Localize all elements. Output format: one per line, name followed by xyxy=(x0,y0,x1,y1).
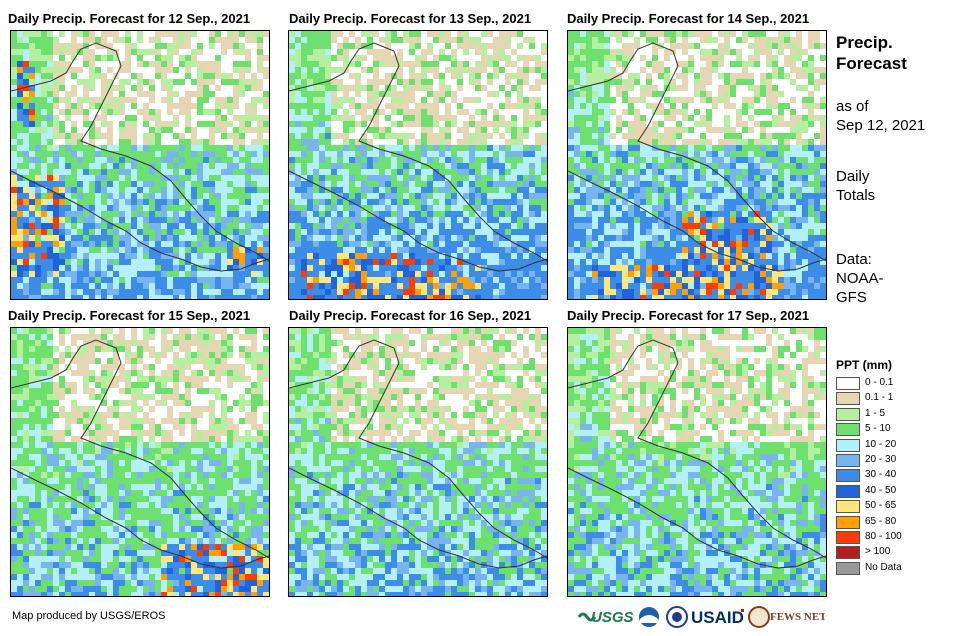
legend-swatch xyxy=(836,439,860,452)
legend-label: 20 - 30 xyxy=(865,454,896,465)
legend-swatch xyxy=(836,531,860,544)
legend-swatch xyxy=(836,485,860,498)
legend-label: 30 - 40 xyxy=(865,469,896,480)
data-source-line2: NOAA- xyxy=(836,269,884,288)
legend-label: 40 - 50 xyxy=(865,485,896,496)
legend-label: No Data xyxy=(865,562,902,573)
legend-swatch xyxy=(836,562,860,575)
credit-text: Map produced by USGS/EROS xyxy=(12,610,165,622)
nasa-seal-icon xyxy=(667,607,687,627)
forecast-map-sep-16 xyxy=(288,327,548,597)
legend-label: 1 - 5 xyxy=(865,408,885,419)
legend-swatch xyxy=(836,408,860,421)
legend-swatch xyxy=(836,377,860,390)
side-title-line2: Forecast xyxy=(836,53,907,74)
usaid-logo: USAID xyxy=(691,608,744,627)
legend-title: PPT (mm) xyxy=(836,358,892,372)
usgs-logo-text: USGS xyxy=(591,609,634,626)
legend-label: 5 - 10 xyxy=(865,423,891,434)
side-title-line1: Precip. xyxy=(836,32,907,53)
side-title: Precip. Forecast xyxy=(836,32,907,74)
precip-grid xyxy=(11,31,269,299)
daily-totals-note: Daily Totals xyxy=(836,167,875,205)
data-source: Data: NOAA- GFS xyxy=(836,250,884,307)
legend-label: 80 - 100 xyxy=(865,531,902,542)
legend-label: 65 - 80 xyxy=(865,516,896,527)
precip-grid xyxy=(568,31,826,299)
legend-swatch xyxy=(836,516,860,529)
legend-swatch xyxy=(836,392,860,405)
noaa-logo xyxy=(639,607,659,627)
panel-title-4: Daily Precip. Forecast for 15 Sep., 2021 xyxy=(8,308,250,323)
daily-totals-line2: Totals xyxy=(836,186,875,205)
legend-swatch xyxy=(836,454,860,467)
precip-grid xyxy=(289,328,547,596)
data-source-line3: GFS xyxy=(836,288,884,307)
panel-title-3: Daily Precip. Forecast for 14 Sep., 2021 xyxy=(567,11,809,26)
legend-label: 50 - 65 xyxy=(865,500,896,511)
precip-grid xyxy=(289,31,547,299)
legend-label: 0.1 - 1 xyxy=(865,392,893,403)
legend-swatch xyxy=(836,500,860,513)
legend-swatch xyxy=(836,546,860,559)
daily-totals-line1: Daily xyxy=(836,167,875,186)
legend-swatch xyxy=(836,423,860,436)
forecast-map-sep-15 xyxy=(10,327,270,597)
fews-net-logo: FEWS NET xyxy=(749,607,825,627)
panel-title-6: Daily Precip. Forecast for 17 Sep., 2021 xyxy=(567,308,809,323)
panel-title-1: Daily Precip. Forecast for 12 Sep., 2021 xyxy=(8,11,250,26)
as-of-date: as of Sep 12, 2021 xyxy=(836,97,925,135)
panel-title-5: Daily Precip. Forecast for 16 Sep., 2021 xyxy=(289,308,531,323)
precip-grid xyxy=(11,328,269,596)
as-of-value: Sep 12, 2021 xyxy=(836,116,925,135)
panel-title-2: Daily Precip. Forecast for 13 Sep., 2021 xyxy=(289,11,531,26)
data-source-line1: Data: xyxy=(836,250,884,269)
forecast-map-sep-14 xyxy=(567,30,827,300)
usaid-logo-text: USAID xyxy=(691,608,744,627)
legend-label: 0 - 0.1 xyxy=(865,377,893,388)
legend-label: 10 - 20 xyxy=(865,439,896,450)
forecast-map-sep-17 xyxy=(567,327,827,597)
forecast-map-sep-13 xyxy=(288,30,548,300)
forecast-map-sep-12 xyxy=(10,30,270,300)
legend-label: > 100 xyxy=(865,546,890,557)
agency-logos: USGS USAID FEWS NET xyxy=(577,603,825,631)
fews-net-logo-text: FEWS NET xyxy=(770,611,825,623)
as-of-label: as of xyxy=(836,97,925,116)
legend-swatch xyxy=(836,469,860,482)
usgs-logo: USGS xyxy=(579,609,634,626)
precip-grid xyxy=(568,328,826,596)
